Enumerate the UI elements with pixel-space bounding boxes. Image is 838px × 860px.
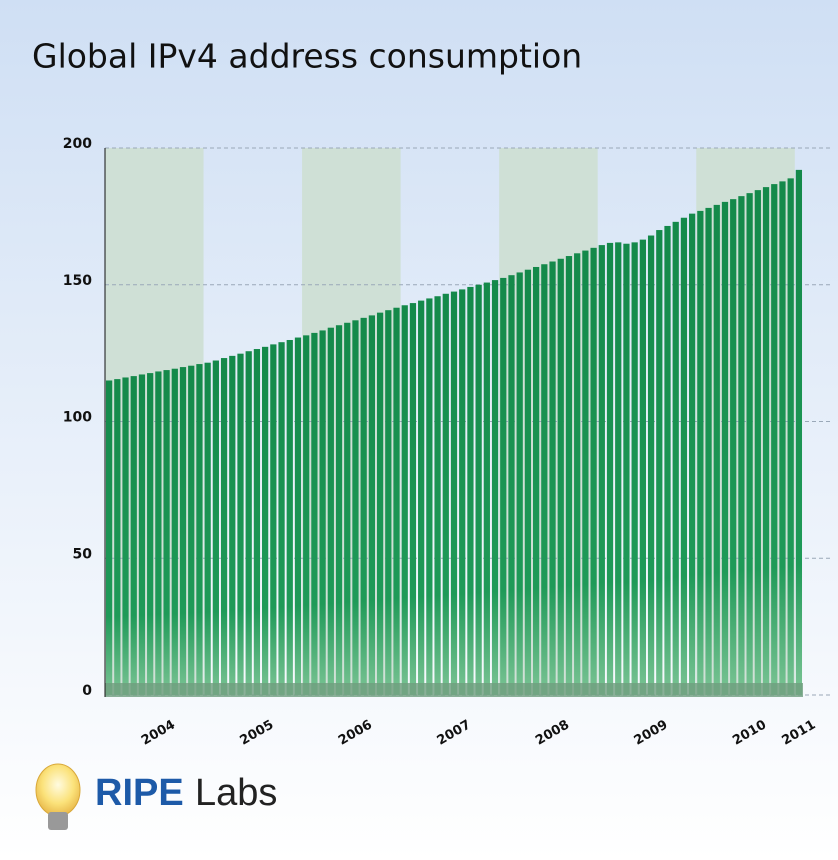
bar	[352, 320, 359, 695]
bar	[467, 286, 474, 695]
y-tick-label: 150	[63, 273, 92, 289]
bar	[114, 379, 121, 695]
bar	[327, 327, 334, 695]
bar	[237, 353, 244, 695]
bar	[179, 367, 187, 695]
bar	[278, 342, 285, 695]
bar	[721, 201, 729, 695]
bar	[631, 242, 638, 696]
bar	[262, 346, 269, 695]
bar	[606, 242, 614, 696]
bar	[105, 380, 113, 695]
bar	[557, 258, 564, 695]
bar	[615, 242, 622, 696]
bar	[565, 256, 573, 695]
bar	[130, 376, 137, 695]
bar	[697, 210, 704, 695]
bar	[138, 374, 146, 695]
bar	[524, 269, 532, 695]
logo: RIPE Labs	[35, 763, 277, 830]
bar	[344, 322, 351, 695]
bar	[155, 371, 162, 695]
bar	[647, 235, 655, 695]
bar	[779, 181, 786, 695]
y-tick-label: 50	[73, 546, 93, 562]
bar	[122, 377, 129, 695]
bar	[582, 250, 589, 695]
bar	[500, 277, 507, 695]
bar	[754, 190, 761, 695]
bar	[664, 225, 671, 695]
bar	[319, 330, 326, 695]
bar	[303, 335, 310, 695]
bar	[508, 275, 515, 695]
bar	[418, 300, 425, 695]
bar	[376, 312, 384, 695]
bar	[771, 184, 778, 696]
bar	[475, 284, 482, 695]
bar	[450, 291, 458, 695]
bar	[385, 310, 392, 695]
bar	[393, 307, 400, 695]
axis-strip	[105, 683, 803, 697]
bar	[672, 221, 679, 695]
bar	[680, 217, 688, 695]
bar	[270, 344, 277, 695]
bar	[401, 305, 408, 695]
bar	[713, 204, 720, 695]
bar	[639, 239, 646, 695]
bar	[491, 280, 499, 695]
bar	[738, 196, 745, 696]
bar	[335, 325, 343, 695]
bar	[229, 355, 236, 695]
bar	[212, 360, 219, 695]
logo-brand: RIPE	[95, 772, 184, 814]
bar	[795, 169, 803, 695]
chart-title: Global IPv4 address consumption	[32, 37, 582, 76]
bar	[549, 261, 556, 695]
bar	[574, 253, 581, 696]
bar	[459, 289, 466, 695]
bar	[311, 332, 318, 695]
bar	[434, 296, 441, 695]
logo-bulb	[35, 763, 81, 817]
bar	[532, 266, 540, 695]
bar	[426, 298, 433, 695]
bar	[253, 349, 261, 695]
bar	[623, 243, 630, 695]
bar	[147, 373, 154, 695]
bar	[541, 264, 548, 695]
bar	[598, 245, 605, 695]
bar	[746, 193, 753, 695]
bar	[762, 187, 770, 695]
bar	[689, 213, 696, 695]
bar	[204, 362, 211, 695]
logo-product: Labs	[195, 772, 277, 814]
bar	[360, 317, 367, 695]
bar	[286, 339, 293, 695]
bar	[294, 337, 302, 695]
bar	[163, 370, 170, 695]
y-tick-label: 200	[63, 136, 92, 152]
bar	[188, 365, 195, 695]
bar	[787, 178, 794, 695]
bar	[409, 303, 417, 695]
bar	[196, 364, 203, 695]
bar	[220, 358, 228, 695]
logo-base	[48, 812, 68, 830]
bar	[705, 207, 712, 696]
y-tick-label: 100	[63, 410, 92, 426]
bar	[171, 368, 178, 695]
bar	[590, 247, 597, 695]
y-tick-label: 0	[82, 683, 92, 699]
bar	[516, 272, 523, 695]
bar	[730, 199, 737, 695]
bar	[442, 293, 449, 695]
bar	[483, 282, 490, 695]
bar	[656, 230, 663, 696]
bar	[245, 351, 252, 695]
bar	[368, 315, 376, 695]
